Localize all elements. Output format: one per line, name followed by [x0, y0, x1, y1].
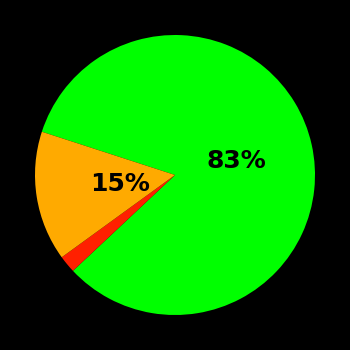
Wedge shape: [62, 175, 175, 271]
Wedge shape: [35, 132, 175, 257]
Text: 83%: 83%: [206, 149, 266, 173]
Text: 15%: 15%: [90, 172, 150, 196]
Wedge shape: [42, 35, 315, 315]
